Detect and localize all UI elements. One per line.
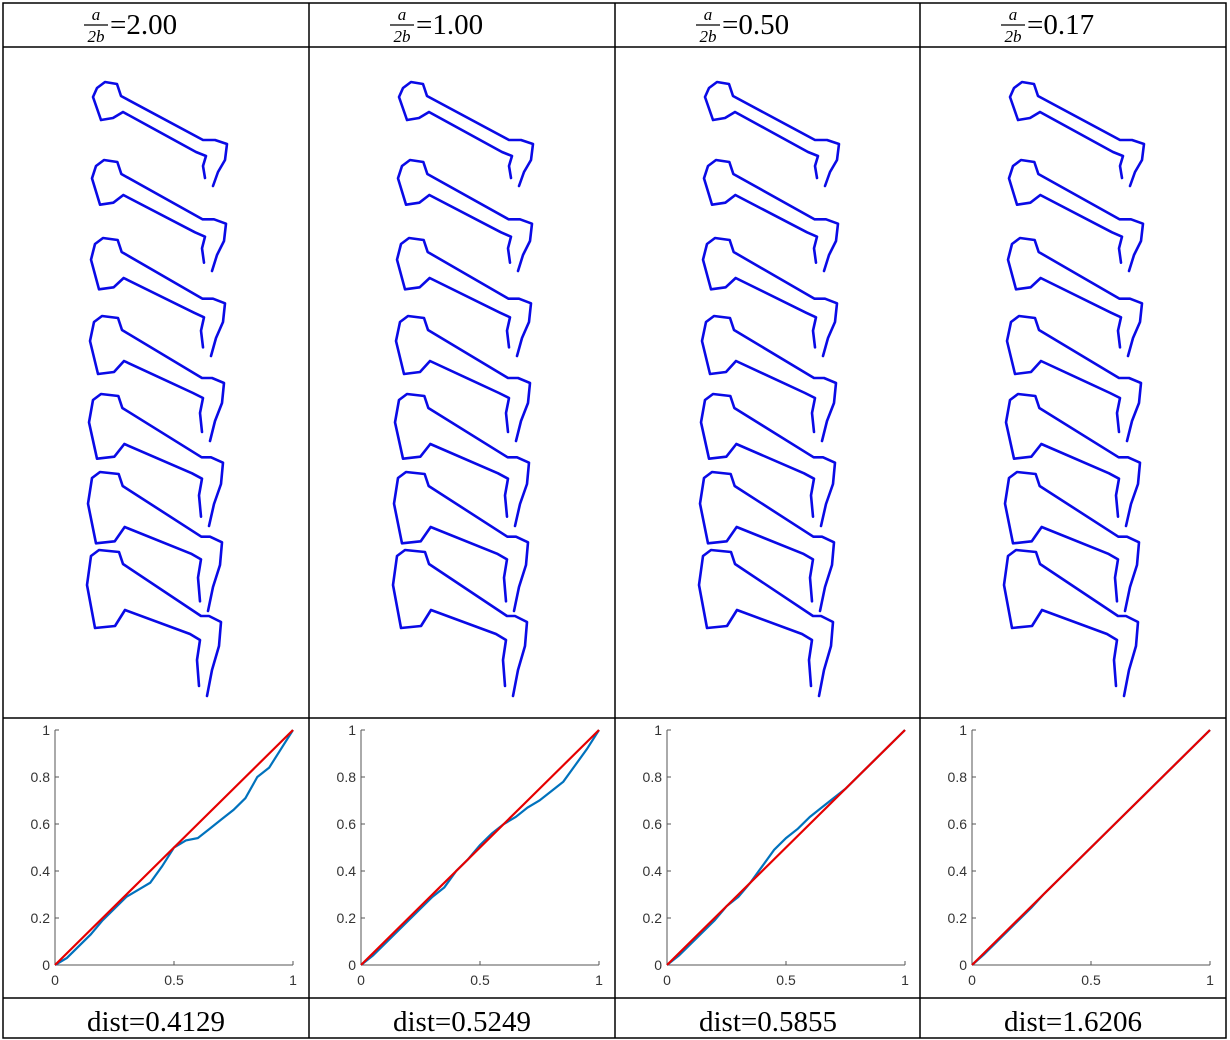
- bone-outline: [698, 470, 836, 613]
- bone-outline: [396, 158, 534, 273]
- x-tick-label: 0: [663, 972, 671, 988]
- x-tick-label: 0.5: [470, 972, 490, 988]
- x-tick-label: 1: [289, 972, 297, 988]
- bone-outline: [86, 470, 224, 613]
- fraction-numerator: a: [92, 5, 101, 24]
- y-tick-label: 0: [959, 957, 967, 973]
- y-tick-label: 0.6: [948, 816, 968, 832]
- fraction-numerator: a: [398, 5, 407, 24]
- x-tick-label: 0.5: [1081, 972, 1101, 988]
- y-tick-label: 0.6: [337, 816, 357, 832]
- data-line: [971, 729, 1211, 966]
- ratio-value: =0.17: [1027, 9, 1094, 41]
- fraction-numerator: a: [704, 5, 713, 24]
- y-tick-label: 0: [42, 957, 50, 973]
- y-tick-label: 0.8: [337, 769, 357, 785]
- x-tick-label: 1: [1206, 972, 1214, 988]
- ratio-value: =1.00: [416, 9, 483, 41]
- dist-label: dist=1.6206: [1004, 1006, 1142, 1038]
- bone-outline: [697, 548, 835, 698]
- bone-outline: [395, 236, 533, 358]
- bone-outline: [703, 80, 841, 188]
- dist-label: dist=0.5249: [393, 1006, 531, 1038]
- data-line: [666, 729, 906, 966]
- bone-outline: [91, 80, 229, 188]
- dist-label: dist=0.5855: [699, 1006, 837, 1038]
- bone-outline: [699, 392, 837, 528]
- y-tick-label: 0.8: [643, 769, 663, 785]
- bone-outline: [391, 548, 529, 698]
- x-tick-label: 0.5: [776, 972, 796, 988]
- bone-outline: [701, 236, 839, 358]
- y-tick-label: 1: [959, 722, 967, 738]
- dist-label: dist=0.4129: [87, 1006, 225, 1038]
- data-line: [54, 729, 294, 966]
- bone-outline: [88, 314, 226, 443]
- bone-outline: [397, 80, 535, 188]
- fraction-denominator: 2b: [394, 27, 411, 46]
- y-tick-label: 0: [654, 957, 662, 973]
- bone-outline: [700, 314, 838, 443]
- x-tick-label: 0: [968, 972, 976, 988]
- bone-outline: [702, 158, 840, 273]
- fraction-denominator: 2b: [88, 27, 105, 46]
- bone-outline: [1006, 236, 1144, 358]
- bone-outline: [1007, 158, 1145, 273]
- x-tick-label: 1: [595, 972, 603, 988]
- y-tick-label: 0.2: [643, 910, 663, 926]
- y-tick-label: 0.2: [948, 910, 968, 926]
- y-tick-label: 0.4: [948, 863, 968, 879]
- fraction-numerator: a: [1009, 5, 1018, 24]
- y-tick-label: 1: [654, 722, 662, 738]
- bone-outline: [1008, 80, 1146, 188]
- x-tick-label: 0.5: [164, 972, 184, 988]
- y-tick-label: 0.2: [31, 910, 51, 926]
- bone-outline: [85, 548, 223, 698]
- bone-outline: [87, 392, 225, 528]
- ratio-value: =2.00: [110, 9, 177, 41]
- x-tick-label: 0: [357, 972, 365, 988]
- bone-outline: [392, 470, 530, 613]
- bone-outline: [1002, 548, 1140, 698]
- ratio-value: =0.50: [722, 9, 789, 41]
- bone-outline: [1003, 470, 1141, 613]
- y-tick-label: 0.2: [337, 910, 357, 926]
- y-tick-label: 0.4: [31, 863, 51, 879]
- y-tick-label: 0.4: [337, 863, 357, 879]
- y-tick-label: 0.4: [643, 863, 663, 879]
- y-tick-label: 0.8: [948, 769, 968, 785]
- x-tick-label: 1: [901, 972, 909, 988]
- y-tick-label: 0.6: [643, 816, 663, 832]
- bone-outline: [89, 236, 227, 358]
- y-tick-label: 0: [348, 957, 356, 973]
- fraction-denominator: 2b: [1005, 27, 1022, 46]
- data-line: [360, 729, 600, 966]
- bone-outline: [1004, 392, 1142, 528]
- y-tick-label: 1: [42, 722, 50, 738]
- bone-outline: [394, 314, 532, 443]
- bone-outline: [1005, 314, 1143, 443]
- y-tick-label: 0.8: [31, 769, 51, 785]
- y-tick-label: 0.6: [31, 816, 51, 832]
- data-line: [360, 729, 600, 966]
- x-tick-label: 0: [51, 972, 59, 988]
- y-tick-label: 1: [348, 722, 356, 738]
- bone-outline: [90, 158, 228, 273]
- fraction-denominator: 2b: [700, 27, 717, 46]
- bone-outline: [393, 392, 531, 528]
